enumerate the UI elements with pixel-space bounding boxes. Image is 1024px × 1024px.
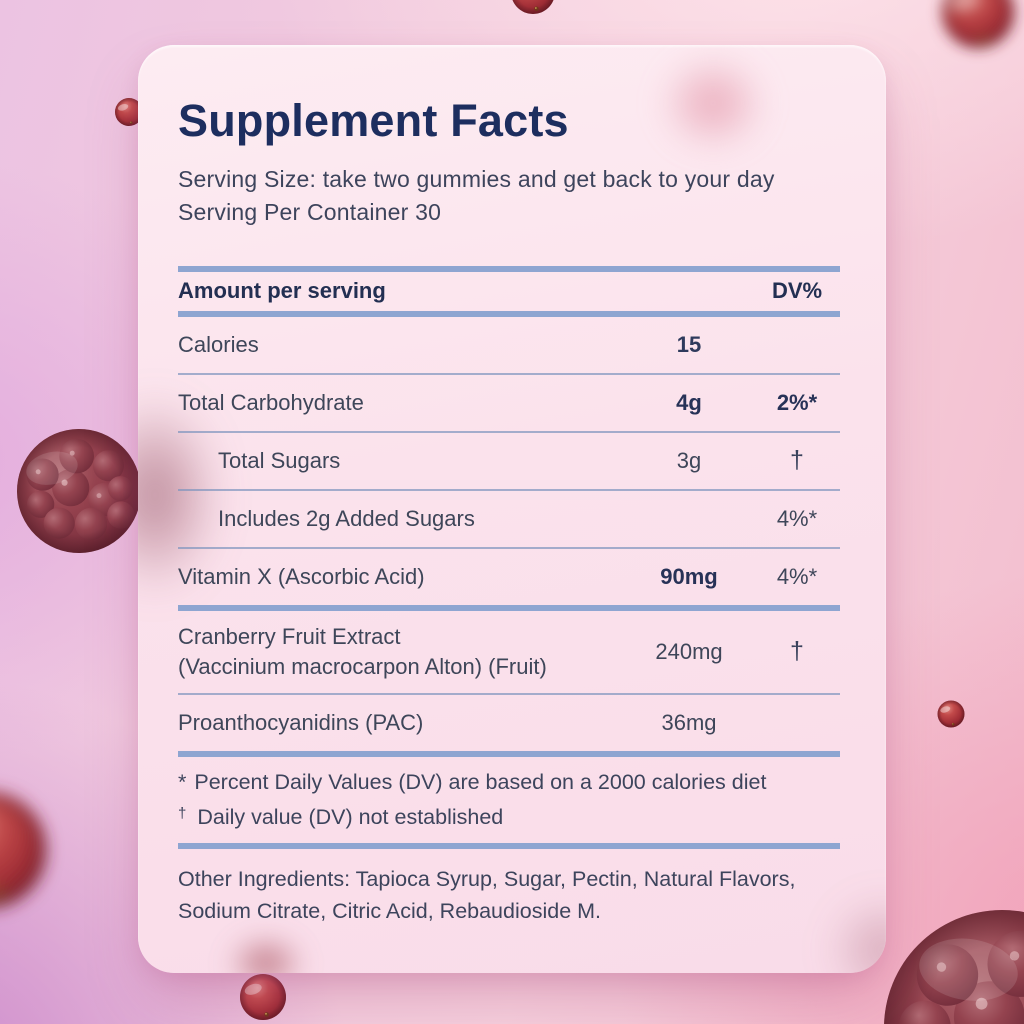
servings-per-container-text: Serving Per Container 30 xyxy=(178,198,442,225)
dv-value: 2%* xyxy=(776,389,818,415)
row-label: Calories xyxy=(178,331,259,357)
row-label-line2: (Vaccinium macrocarpon Alton) (Fruit) xyxy=(178,653,547,679)
dv-value: † xyxy=(790,637,804,666)
row-label: Total Carbohydrate xyxy=(178,389,364,415)
table-row-calories: Calories 15 xyxy=(178,317,840,375)
dv-value: 4%* xyxy=(776,505,818,531)
footnotes-section: * Percent Daily Values (DV) are based on … xyxy=(178,757,840,849)
amount-value: 3g xyxy=(676,447,702,473)
asterisk-marker: * xyxy=(178,769,187,794)
raspberry-gummy-bottom-right xyxy=(868,894,1024,1024)
footnote-text: Daily value (DV) not established xyxy=(197,804,504,829)
amount-value: 90mg xyxy=(660,563,718,589)
footnote-dagger: † Daily value (DV) not established xyxy=(178,798,840,833)
dagger-marker: † xyxy=(178,804,187,822)
amount-per-serving-header: Amount per serving xyxy=(178,278,386,304)
dv-value: † xyxy=(790,446,804,475)
amount-value: 36mg xyxy=(661,709,717,735)
facts-table: Amount per serving DV% Calories 15 Total… xyxy=(178,265,840,757)
row-label: Total Sugars xyxy=(218,447,341,473)
cranberry-right xyxy=(937,700,965,728)
cranberry-top-center xyxy=(511,0,555,14)
amount-value: 240mg xyxy=(655,638,723,664)
row-label: Proanthocyanidins (PAC) xyxy=(178,709,424,735)
other-ingredients-text: Other Ingredients: Tapioca Syrup, Sugar,… xyxy=(178,866,796,923)
row-label: Cranberry Fruit Extract (Vaccinium macro… xyxy=(178,622,624,682)
table-row-total-sugars: Total Sugars 3g † xyxy=(178,433,840,491)
table-row-added-sugars: Includes 2g Added Sugars 4%* xyxy=(178,491,840,549)
row-label-line1: Cranberry Fruit Extract xyxy=(178,623,401,649)
amount-value: 15 xyxy=(676,331,702,357)
cranberry-bottom-left-blurred xyxy=(0,792,46,908)
table-row-vitamin-x: Vitamin X (Ascorbic Acid) 90mg 4%* xyxy=(178,549,840,611)
dv-header: DV% xyxy=(771,278,823,304)
amount-value: 4g xyxy=(676,389,702,415)
raspberry-gummy-left xyxy=(5,417,153,565)
cranberry-top-right-blurred xyxy=(942,0,1014,48)
frosted-berry-shadow-bottom xyxy=(226,933,306,973)
table-row-cranberry-extract: Cranberry Fruit Extract (Vaccinium macro… xyxy=(178,611,840,695)
supplement-facts-card: Supplement Facts Serving Size: take two … xyxy=(138,45,886,973)
footnote-text: Percent Daily Values (DV) are based on a… xyxy=(194,769,767,794)
cranberry-bottom-center xyxy=(240,974,286,1020)
table-row-total-carbohydrate: Total Carbohydrate 4g 2%* xyxy=(178,375,840,433)
row-label: Includes 2g Added Sugars xyxy=(218,505,475,531)
row-label: Vitamin X (Ascorbic Acid) xyxy=(178,563,425,589)
page-title: Supplement Facts xyxy=(178,95,569,146)
footnote-asterisk: * Percent Daily Values (DV) are based on … xyxy=(178,767,840,798)
serving-size-text: Serving Size: take two gummies and get b… xyxy=(178,165,775,192)
dv-value: 4%* xyxy=(776,563,818,589)
table-row-proanthocyanidins: Proanthocyanidins (PAC) 36mg xyxy=(178,695,840,757)
facts-table-header: Amount per serving DV% xyxy=(178,265,840,317)
